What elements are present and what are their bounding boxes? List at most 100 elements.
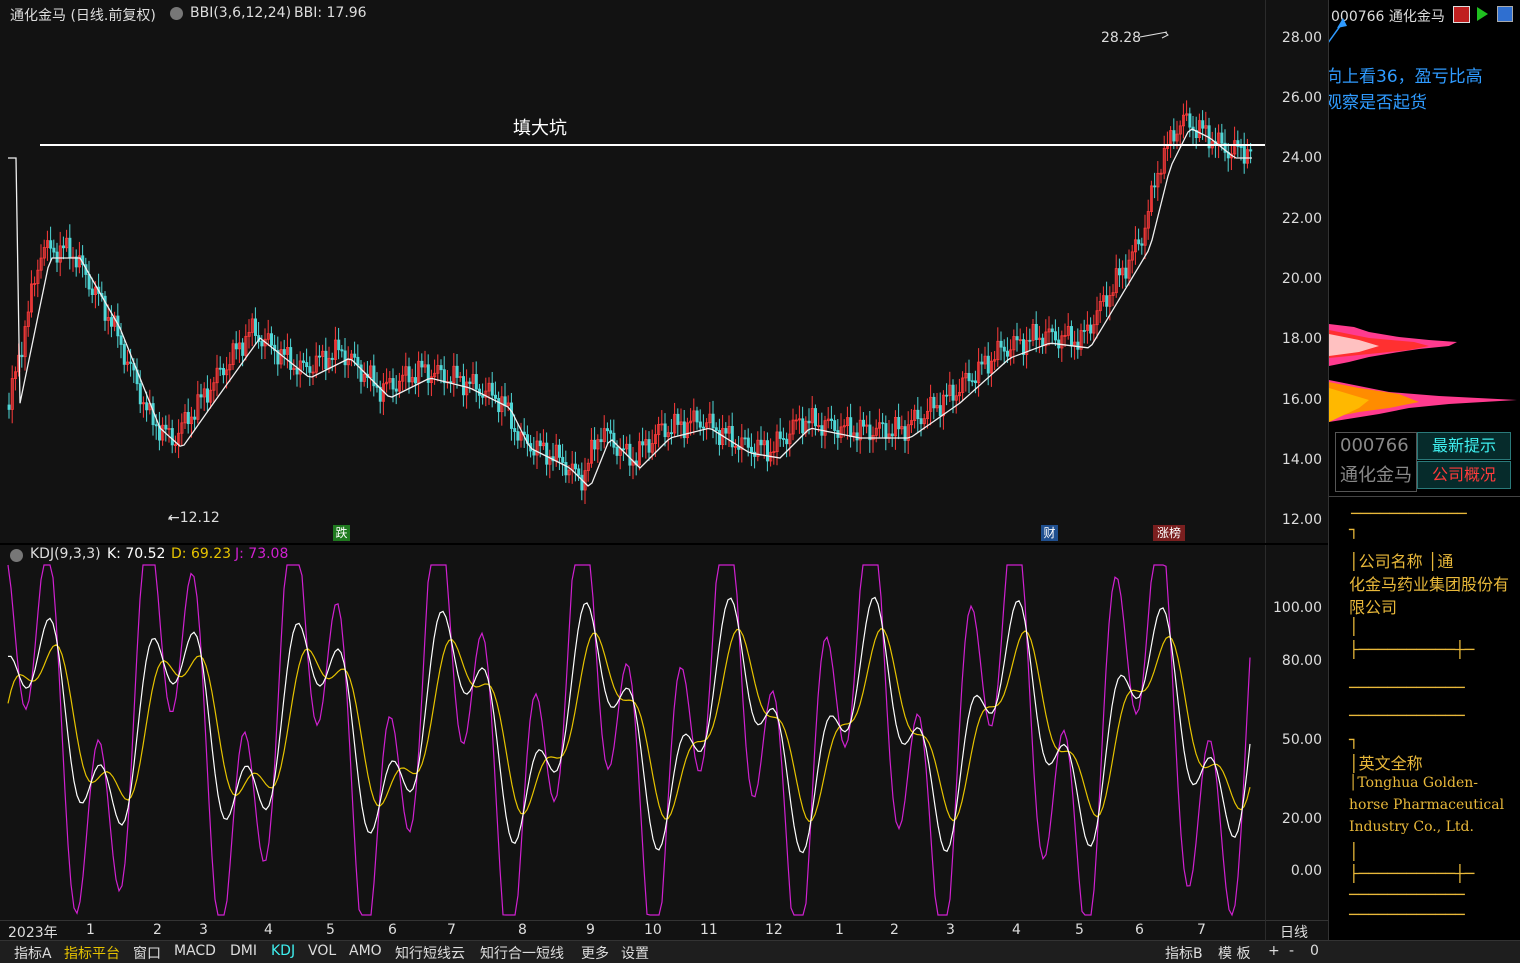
candle <box>1223 142 1227 153</box>
candle <box>1031 324 1035 341</box>
price-chart-pane[interactable]: 通化金马 (日线.前复权) BBI(3,6,12,24) BBI: 17.96 … <box>0 0 1265 543</box>
price-tick: 18.00 <box>1281 331 1322 347</box>
candle <box>1102 295 1106 302</box>
candle <box>215 367 219 384</box>
period-label[interactable]: 日线 <box>1280 925 1308 941</box>
event-badge-rank[interactable]: 涨榜 <box>1153 525 1185 541</box>
candle <box>814 408 818 427</box>
tab-zhixing-short[interactable]: 知行合一短线 <box>480 946 564 962</box>
collapse-icon[interactable] <box>170 7 183 20</box>
candle <box>490 382 494 396</box>
candle <box>397 380 401 392</box>
candle <box>407 366 411 383</box>
panel-stock-title: 000766 通化金马 <box>1331 9 1445 25</box>
tab-indicator-b[interactable]: 指标B <box>1165 946 1203 962</box>
candle <box>487 382 491 392</box>
tab-vol[interactable]: VOL <box>308 943 337 959</box>
play-icon[interactable] <box>1475 6 1489 22</box>
candle <box>20 354 24 358</box>
tab-amo[interactable]: AMO <box>349 943 382 959</box>
candle <box>711 413 715 429</box>
tab-template[interactable]: 模 板 <box>1218 946 1251 962</box>
candle <box>244 335 248 356</box>
candle <box>423 364 427 368</box>
tab-window[interactable]: 窗口 <box>133 946 161 962</box>
collapse-icon[interactable] <box>10 549 23 562</box>
candle <box>545 442 549 465</box>
candle <box>330 357 334 360</box>
candle <box>138 383 142 405</box>
candle <box>1018 339 1022 342</box>
candle <box>801 418 805 434</box>
candle <box>913 409 917 422</box>
candle <box>1006 350 1010 357</box>
reset-button[interactable]: 0 <box>1310 943 1319 959</box>
candle <box>778 431 782 439</box>
event-badge-finance[interactable]: 财 <box>1041 525 1058 541</box>
date-label: 2 <box>153 922 162 938</box>
candle <box>938 405 942 417</box>
candle <box>420 360 424 368</box>
candle <box>1118 268 1122 276</box>
flag-icon[interactable] <box>1453 6 1470 23</box>
tab-zhixing-cloud[interactable]: 知行短线云 <box>395 946 465 962</box>
candle <box>561 456 565 463</box>
candle <box>718 430 722 445</box>
low-price-label: ←12.12 <box>168 510 220 526</box>
candle <box>516 431 520 441</box>
candle <box>228 364 232 371</box>
candle <box>599 439 603 443</box>
candle <box>705 422 709 428</box>
candle <box>583 470 587 491</box>
price-tick: 24.00 <box>1281 150 1322 166</box>
candle <box>842 425 846 428</box>
event-badge-fall[interactable]: 跌 <box>333 525 350 541</box>
candle <box>317 355 321 358</box>
tab-more[interactable]: 更多 <box>581 946 609 962</box>
dash-line: ──────────── <box>1349 885 1465 904</box>
zoom-in-button[interactable]: + <box>1268 943 1280 959</box>
candle <box>878 422 882 429</box>
zoom-out-button[interactable]: - <box>1289 943 1295 959</box>
price-chart-svg[interactable] <box>0 0 1265 543</box>
candle <box>266 333 270 340</box>
indicator-name[interactable]: BBI(3,6,12,24) <box>190 5 292 21</box>
candle <box>833 420 837 431</box>
kdj-tick: 100.00 <box>1273 600 1322 616</box>
candle <box>606 428 610 432</box>
candle <box>7 404 11 410</box>
candle <box>497 398 501 413</box>
tab-indicator-platform[interactable]: 指标平台 <box>64 946 120 962</box>
candle <box>1137 239 1141 245</box>
candle <box>23 326 27 358</box>
tab-indicator-a[interactable]: 指标A <box>14 946 52 962</box>
candle <box>1095 310 1099 326</box>
company-name-label: │公司名称 │通 <box>1349 552 1454 571</box>
kdj-chart-svg[interactable] <box>0 545 1265 920</box>
candle <box>356 356 360 366</box>
kdj-chart-pane[interactable]: KDJ(9,3,3) K: 70.52 D: 69.23 J: 73.08 <box>0 545 1265 920</box>
tab-dmi[interactable]: DMI <box>230 943 257 959</box>
candle <box>1070 326 1074 347</box>
latest-notice-button[interactable]: 最新提示 <box>1417 432 1511 460</box>
kdj-j-value: J: 73.08 <box>235 546 289 562</box>
period-selector[interactable]: 日线 <box>1265 920 1328 941</box>
candle <box>807 420 811 424</box>
kdj-title[interactable]: KDJ(9,3,3) <box>30 546 101 562</box>
tab-kdj[interactable]: KDJ <box>271 943 296 959</box>
candle <box>602 428 606 443</box>
pipe-mark: │ <box>1349 617 1359 636</box>
english-name-label: │英文全称 <box>1349 754 1423 773</box>
candle <box>1028 339 1032 342</box>
pipe-mark: ┐ <box>1349 730 1359 749</box>
candle <box>241 342 245 356</box>
info-icon[interactable] <box>1497 6 1513 22</box>
candle <box>369 365 373 378</box>
candle <box>1150 185 1154 212</box>
tab-macd[interactable]: MACD <box>174 943 216 959</box>
company-profile-button[interactable]: 公司概况 <box>1417 461 1511 489</box>
tab-settings[interactable]: 设置 <box>621 946 649 962</box>
candle <box>756 439 760 457</box>
candle <box>189 416 193 425</box>
candle <box>858 419 862 441</box>
